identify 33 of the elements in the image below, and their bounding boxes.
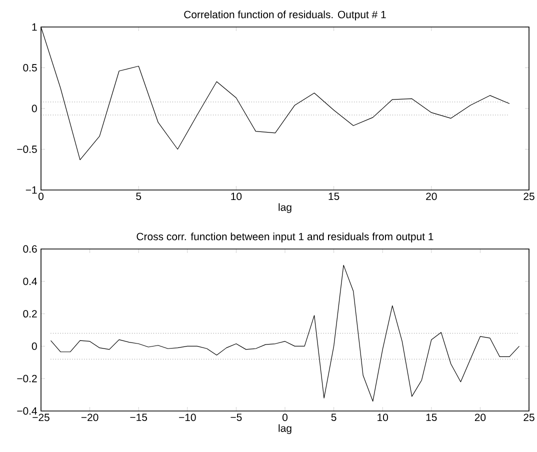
y-tick-label: −0.2 (17, 374, 37, 382)
x-tick-label: 15 (328, 192, 340, 200)
y-tick-label: −0.5 (17, 146, 37, 153)
x-tick-label: 10 (378, 414, 388, 422)
x-tick-label: 5 (331, 414, 336, 421)
y-tick-label: 1 (32, 23, 37, 31)
x-tick-label: 15 (426, 414, 437, 421)
x-axis-title: lag (278, 424, 292, 434)
x-tick-label: 25 (524, 192, 534, 200)
x-tick-label: 0 (282, 414, 288, 422)
x-tick-label: 20 (426, 192, 437, 200)
x-tick-label: 10 (231, 192, 242, 200)
y-tick-label: −1 (26, 186, 37, 194)
x-tick-label: 0 (38, 192, 44, 200)
line-series (50, 264, 520, 402)
y-tick-label: 0.2 (23, 310, 37, 318)
x-tick-label: 5 (136, 192, 142, 200)
y-tick-label: −0.4 (17, 407, 37, 415)
x-tick-label: −10 (179, 414, 196, 422)
x-tick-label: −5 (230, 414, 242, 421)
y-tick-label: 0 (32, 342, 37, 350)
y-tick-label: 0.4 (23, 278, 37, 286)
y-tick-label: 0 (32, 104, 37, 112)
y-tick-label: 0.6 (23, 245, 37, 253)
x-tick-label: −20 (81, 414, 98, 422)
x-tick-label: −25 (32, 414, 50, 422)
x-tick-label: −15 (130, 414, 148, 421)
x-tick-label: 20 (474, 414, 486, 422)
chart-title: Cross corr. function between input 1 and residuals from output 1 (136, 232, 434, 242)
x-tick-label: 25 (524, 414, 534, 422)
chart-title: Correlation function of residuals. Output # 1 (184, 10, 386, 20)
y-tick-label: 0.5 (23, 64, 37, 72)
x-axis-title: lag (278, 203, 292, 214)
